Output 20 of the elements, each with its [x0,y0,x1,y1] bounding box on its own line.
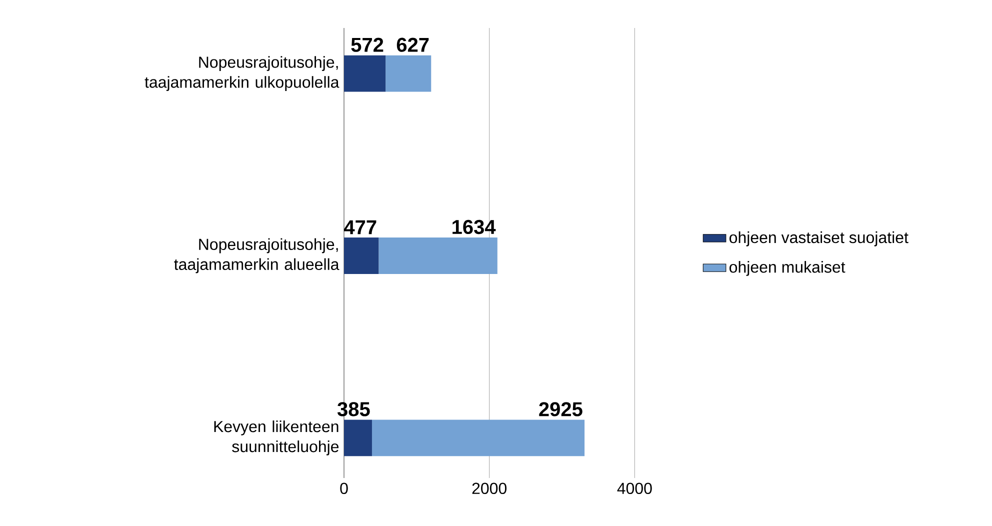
y-tick-label: Nopeusrajoitusohje, taajamamerkin ulkopuolella [144,56,340,92]
data-label: 627 [396,38,429,52]
bar [344,238,379,274]
data-label: 2925 [539,402,582,416]
bar [344,420,372,456]
bar [372,420,585,456]
data-label: 385 [337,402,370,416]
x-tick-label: 2000 [472,482,507,494]
legend-label: ohjeen mukaiset [730,261,846,276]
x-tick-label: 4000 [617,482,652,494]
data-label: 572 [351,38,384,52]
x-tick-label: 0 [340,482,348,494]
bar [386,55,432,92]
legend-label: ohjeen vastaiset suojatiet [730,231,908,246]
data-label: 477 [344,220,376,234]
y-tick-label: Nopeusrajoitusohje, taajamamerkin alueella [174,238,340,274]
bar [344,55,386,92]
y-tick-label: Kevyen liikenteen suunnitteluohje [214,420,339,456]
bar [378,238,498,274]
data-label: 1634 [452,220,496,234]
